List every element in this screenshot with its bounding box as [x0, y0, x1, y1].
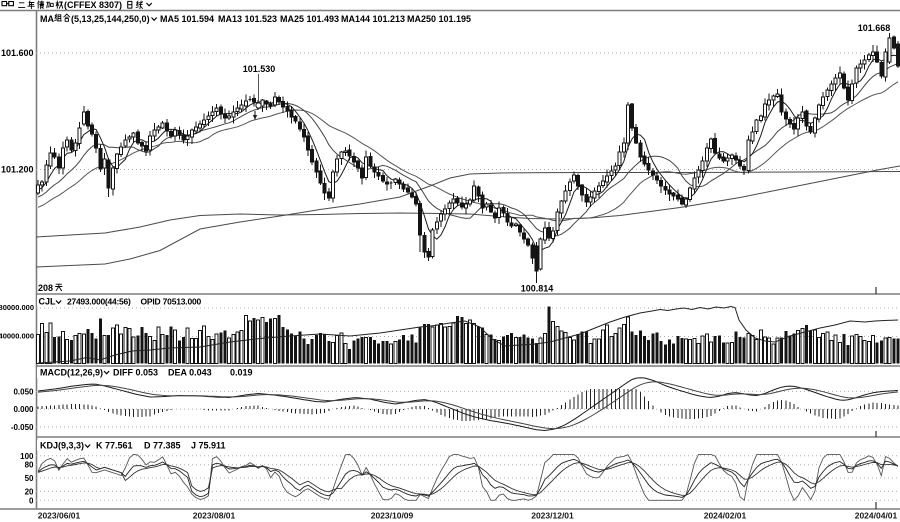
svg-text:2023/08/01: 2023/08/01 [193, 511, 236, 521]
svg-text:MA13 101.523: MA13 101.523 [218, 14, 277, 24]
svg-text:MACD(12,26,9): MACD(12,26,9) [40, 368, 103, 378]
svg-text:MA144 101.213: MA144 101.213 [341, 14, 405, 24]
svg-text:(CFFEX 8307): (CFFEX 8307) [64, 0, 122, 10]
svg-text:-0.050: -0.050 [11, 423, 34, 432]
svg-text:101.600: 101.600 [1, 48, 34, 58]
svg-text:50: 50 [25, 474, 34, 483]
svg-text:2023/12/01: 2023/12/01 [531, 511, 574, 521]
svg-text:D 77.385: D 77.385 [144, 441, 181, 451]
svg-text:0.050: 0.050 [13, 387, 34, 396]
svg-text:MA250 101.195: MA250 101.195 [407, 14, 471, 24]
svg-text:2024/02/01: 2024/02/01 [704, 511, 747, 521]
svg-text:0: 0 [29, 496, 34, 505]
svg-text:2024/04/01: 2024/04/01 [855, 511, 898, 521]
svg-text:2023/10/09: 2023/10/09 [371, 511, 414, 521]
svg-text:0.019: 0.019 [230, 368, 253, 378]
svg-text:100.814: 100.814 [521, 284, 554, 294]
svg-text:101.200: 101.200 [1, 165, 34, 175]
svg-text:OPID 70513.000: OPID 70513.000 [141, 297, 202, 307]
svg-text:80: 80 [25, 461, 34, 470]
svg-text:101.530: 101.530 [243, 64, 276, 74]
svg-text:2023/06/01: 2023/06/01 [38, 511, 81, 521]
svg-text:27493.000(44:56): 27493.000(44:56) [67, 297, 131, 307]
svg-text:KDJ(9,3,3): KDJ(9,3,3) [40, 441, 84, 451]
svg-text:101.668: 101.668 [858, 23, 891, 33]
svg-text:MA: MA [40, 14, 54, 24]
svg-text:0.000: 0.000 [13, 405, 34, 414]
svg-text:J 75.911: J 75.911 [191, 441, 226, 451]
svg-text:(5,13,25,144,250,0): (5,13,25,144,250,0) [71, 14, 150, 24]
svg-text:K 77.561: K 77.561 [96, 441, 133, 451]
svg-text:MA25 101.493: MA25 101.493 [280, 14, 339, 24]
svg-text:MA5 101.594: MA5 101.594 [160, 14, 214, 24]
svg-text:20: 20 [25, 487, 34, 496]
svg-text:208: 208 [38, 283, 53, 293]
svg-text:DIFF 0.053: DIFF 0.053 [113, 368, 158, 378]
svg-text:100: 100 [20, 452, 34, 461]
svg-text:40000.000: 40000.000 [0, 332, 34, 341]
svg-text:CJL: CJL [39, 297, 57, 307]
svg-text:80000.000: 80000.000 [0, 303, 34, 312]
svg-text:DEA 0.043: DEA 0.043 [168, 368, 212, 378]
